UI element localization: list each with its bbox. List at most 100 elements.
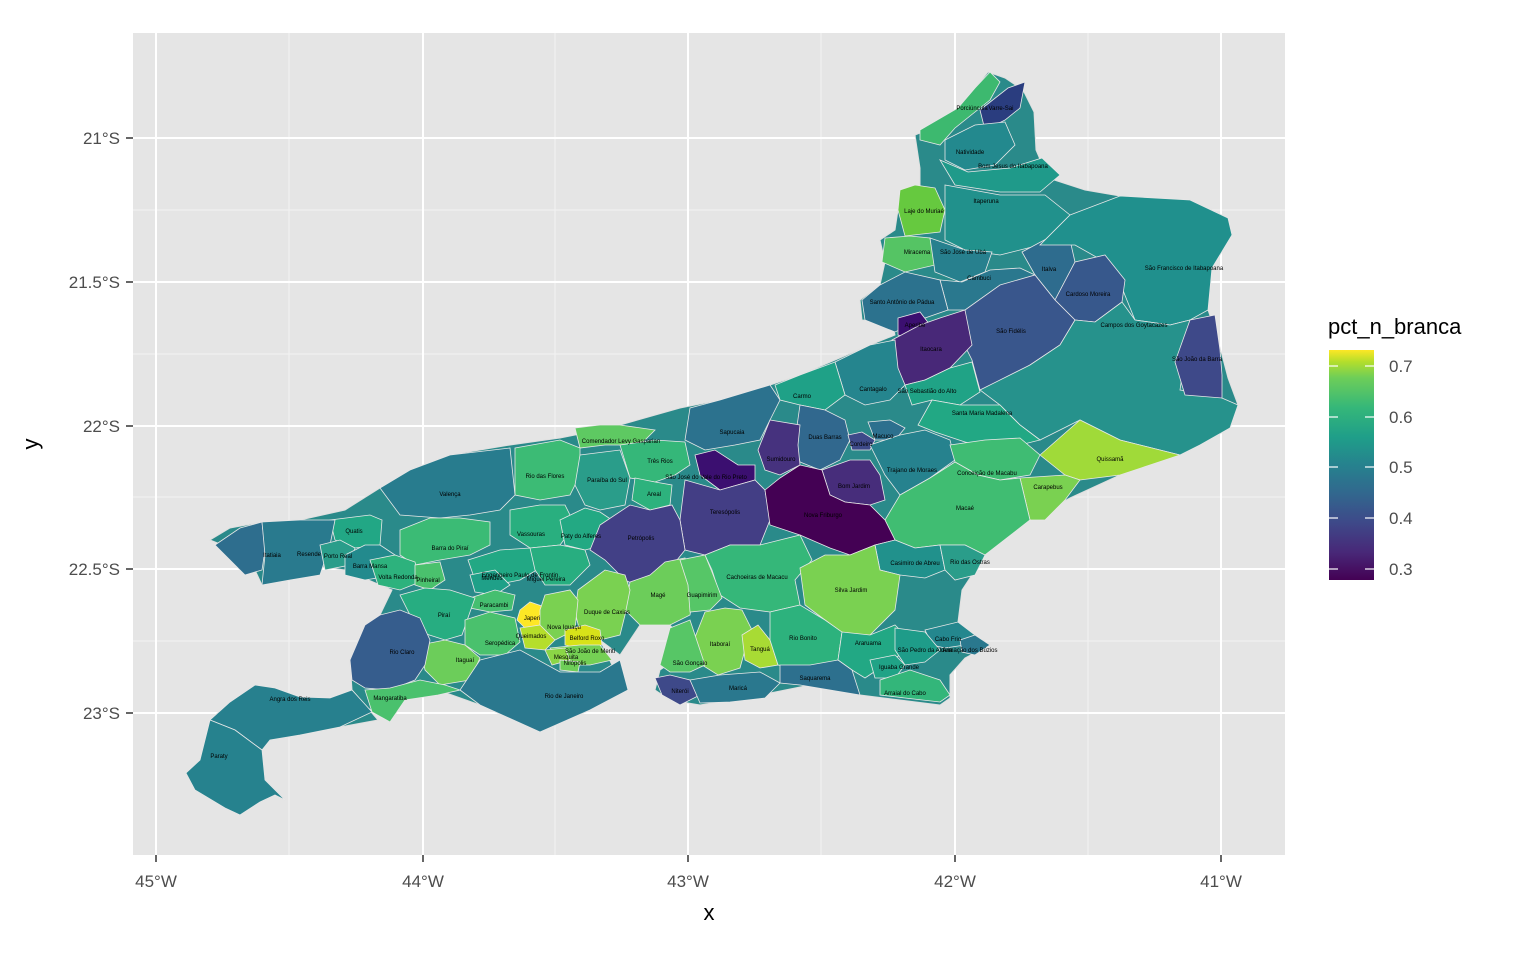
muni-label: Bom Jardim bbox=[838, 484, 870, 490]
muni-label: São Pedro da Aldeia bbox=[898, 648, 953, 654]
muni-label: Mesquita bbox=[554, 655, 579, 661]
muni-region bbox=[631, 477, 673, 511]
muni-label: Miguel Pereira bbox=[527, 577, 566, 583]
muni-label: Trajano de Moraes bbox=[887, 468, 937, 474]
muni-region bbox=[619, 439, 691, 483]
muni-label: Duas Barras bbox=[808, 435, 841, 441]
y-tick-label: 22°S bbox=[83, 417, 120, 436]
muni-label: Italva bbox=[1042, 267, 1057, 273]
legend-label: 0.4 bbox=[1389, 509, 1413, 528]
muni-label: Nova Friburgo bbox=[804, 513, 843, 519]
muni-region bbox=[869, 654, 906, 679]
muni-region bbox=[944, 184, 1071, 256]
muni-region bbox=[364, 679, 462, 723]
muni-label: São João da Barra bbox=[1172, 357, 1223, 363]
legend-label: 0.7 bbox=[1389, 357, 1413, 376]
muni-label: Rio de Janeiro bbox=[545, 694, 584, 700]
muni-label: Varre-Sai bbox=[989, 106, 1014, 112]
muni-region bbox=[894, 627, 941, 666]
y-tick-label: 21°S bbox=[83, 129, 120, 148]
muni-label: Carapebus bbox=[1033, 485, 1062, 491]
muni-label: Mangaratiba bbox=[373, 696, 407, 702]
muni-label: Saquarema bbox=[799, 676, 831, 682]
muni-label: Bom Jesus do Itabapoana bbox=[978, 164, 1048, 170]
muni-region bbox=[774, 361, 846, 411]
muni-label: Miracema bbox=[904, 250, 931, 256]
legend-ticks bbox=[1329, 365, 1374, 570]
muni-label: Carmo bbox=[793, 394, 812, 400]
muni-label: Porciúncula bbox=[956, 106, 988, 112]
muni-region bbox=[574, 424, 656, 449]
muni-label: Cabo Frio bbox=[935, 637, 962, 643]
muni-region bbox=[679, 479, 771, 556]
muni-region bbox=[514, 439, 581, 501]
x-axis-title: x bbox=[704, 900, 715, 925]
muni-label: Itaocara bbox=[920, 347, 942, 353]
legend-colorbar bbox=[1329, 350, 1374, 580]
muni-region bbox=[694, 449, 756, 491]
muni-label: Pinheiral bbox=[416, 578, 439, 584]
muni-region bbox=[349, 609, 431, 691]
muni-label: Itatiaia bbox=[263, 553, 281, 559]
muni-label: Duque de Caxias bbox=[584, 610, 630, 616]
muni-label: Paraty bbox=[210, 754, 227, 760]
muni-region bbox=[564, 624, 603, 651]
legend-label: 0.3 bbox=[1389, 560, 1413, 579]
x-tick-labels: 45°W 44°W 43°W 42°W 41°W bbox=[135, 872, 1242, 891]
muni-region bbox=[261, 519, 336, 586]
muni-region bbox=[904, 361, 981, 406]
muni-label: Arraial do Cabo bbox=[884, 691, 926, 697]
muni-region bbox=[919, 71, 1001, 146]
muni-region bbox=[684, 384, 781, 451]
muni-label: Cardoso Moreira bbox=[1066, 292, 1111, 298]
muni-label: Nilópolis bbox=[564, 661, 587, 667]
x-tick-label: 44°W bbox=[402, 872, 444, 891]
muni-label: Natividade bbox=[956, 150, 985, 156]
muni-label: Areal bbox=[647, 492, 661, 498]
x-tick-label: 45°W bbox=[135, 872, 177, 891]
muni-label: Magé bbox=[650, 593, 666, 599]
muni-label: Valença bbox=[439, 492, 461, 498]
muni-label: Iguaba Grande bbox=[879, 665, 920, 671]
muni-label: Angra dos Reis bbox=[269, 697, 310, 703]
muni-label: São José de Ubá bbox=[940, 250, 987, 256]
y-tick-label: 23°S bbox=[83, 704, 120, 723]
muni-label: Nova Iguaçu bbox=[547, 625, 581, 631]
legend-label: 0.5 bbox=[1389, 458, 1413, 477]
legend-label: 0.6 bbox=[1389, 408, 1413, 427]
muni-label: Quatis bbox=[345, 529, 362, 535]
muni-region bbox=[757, 419, 801, 476]
y-tick-labels: 21°S 21.5°S 22°S 22.5°S 23°S bbox=[69, 129, 120, 723]
muni-label: Maricá bbox=[729, 686, 748, 692]
muni-label: Paraíba do Sul bbox=[587, 478, 627, 484]
muni-label: Cambuci bbox=[967, 276, 991, 282]
muni-label: Petrópolis bbox=[628, 536, 655, 542]
muni-region bbox=[897, 184, 946, 237]
muni-label: Campos dos Goytacazes bbox=[1100, 323, 1167, 329]
muni-label: Santo Antônio de Pádua bbox=[870, 300, 935, 306]
muni-label: Cachoeiras de Macacu bbox=[726, 575, 787, 581]
muni-region bbox=[574, 449, 631, 511]
muni-region bbox=[944, 121, 1016, 171]
muni-label: Rio Claro bbox=[389, 650, 415, 656]
muni-region bbox=[464, 611, 521, 656]
muni-region bbox=[867, 419, 906, 441]
muni-region bbox=[574, 569, 631, 641]
muni-label: Barra Mansa bbox=[353, 564, 388, 570]
muni-label: Piraí bbox=[438, 613, 451, 619]
muni-label: Belford Roxo bbox=[570, 636, 605, 642]
muni-label: Vassouras bbox=[517, 532, 545, 538]
muni-region bbox=[414, 561, 446, 591]
muni-label: Barra do Piraí bbox=[431, 546, 468, 552]
muni-label: Silva Jardim bbox=[835, 588, 868, 594]
muni-label: Rio das Ostras bbox=[950, 560, 990, 566]
muni-region bbox=[1174, 314, 1223, 399]
muni-label: Laje do Muriaé bbox=[904, 209, 944, 215]
muni-label: Tanguá bbox=[750, 647, 770, 653]
muni-region bbox=[679, 554, 723, 613]
muni-label: Quissamã bbox=[1096, 457, 1124, 463]
muni-region bbox=[879, 669, 951, 703]
muni-label: Porto Real bbox=[324, 554, 352, 560]
legend-labels: 0.7 0.6 0.5 0.4 0.3 bbox=[1389, 357, 1413, 579]
